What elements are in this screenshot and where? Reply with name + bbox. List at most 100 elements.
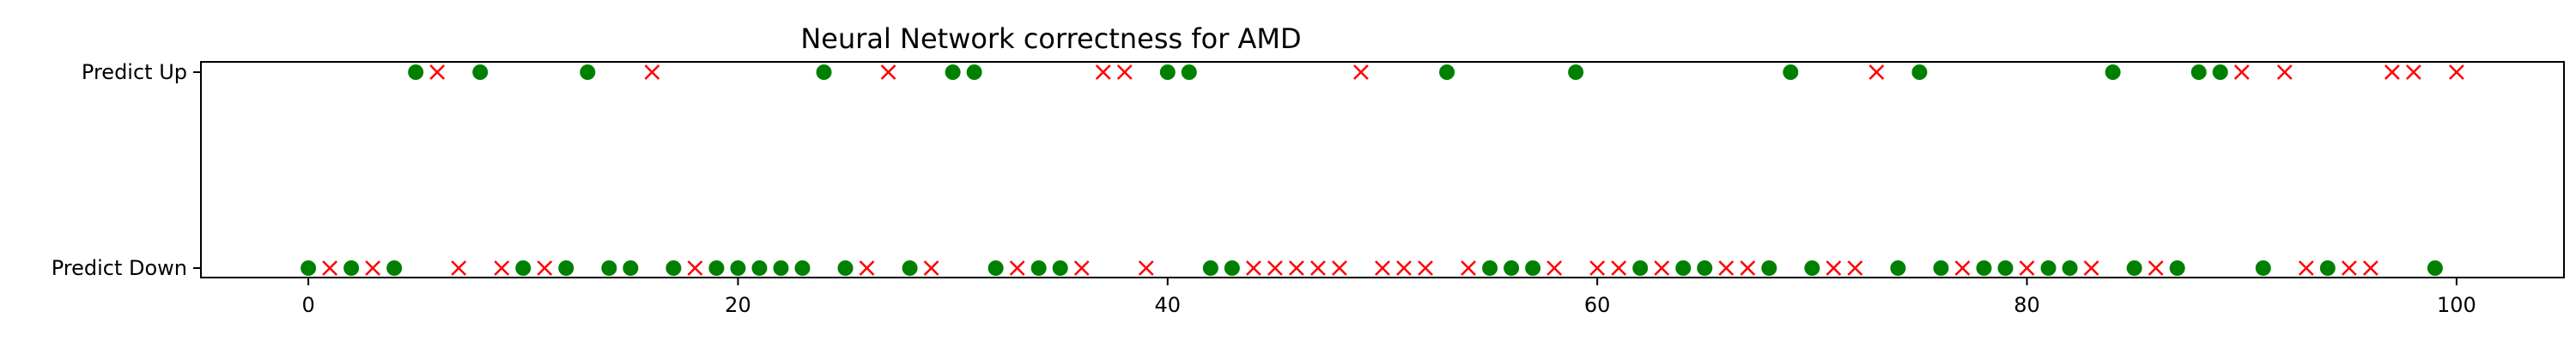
point-incorrect <box>2362 260 2379 276</box>
plot-frame <box>200 61 2565 278</box>
point-incorrect <box>2148 260 2164 276</box>
point-incorrect <box>1954 260 1971 276</box>
point-correct <box>2255 260 2271 276</box>
point-correct <box>902 260 918 276</box>
point-correct <box>2062 260 2078 276</box>
point-correct <box>966 64 982 80</box>
point-correct <box>301 260 317 276</box>
point-correct <box>343 260 360 276</box>
point-incorrect <box>1353 64 1369 80</box>
point-incorrect <box>1826 260 1842 276</box>
point-correct <box>2040 260 2057 276</box>
point-incorrect <box>365 260 381 276</box>
point-incorrect <box>537 260 553 276</box>
point-correct <box>1181 64 1197 80</box>
chart-title: Neural Network correctness for AMD <box>800 22 1301 55</box>
point-correct <box>515 260 532 276</box>
point-incorrect <box>322 260 337 276</box>
point-incorrect <box>644 64 660 80</box>
point-incorrect <box>2298 260 2314 276</box>
point-incorrect <box>1740 260 1756 276</box>
point-correct <box>1804 260 1820 276</box>
point-correct <box>2190 64 2207 80</box>
point-incorrect <box>1375 260 1390 276</box>
point-correct <box>580 64 596 80</box>
point-incorrect <box>1546 260 1563 276</box>
point-correct <box>816 64 832 80</box>
point-incorrect <box>2276 64 2293 80</box>
point-correct <box>1783 64 1799 80</box>
point-correct <box>1697 260 1713 276</box>
point-correct <box>2105 64 2121 80</box>
point-incorrect <box>451 260 467 276</box>
point-incorrect <box>880 64 896 80</box>
point-incorrect <box>1246 260 1261 276</box>
point-incorrect <box>2405 64 2421 80</box>
point-correct <box>794 260 811 276</box>
point-correct <box>773 260 789 276</box>
point-correct <box>1890 260 1906 276</box>
axes <box>200 61 2565 278</box>
point-correct <box>1439 64 1455 80</box>
point-correct <box>1976 260 1992 276</box>
point-incorrect <box>1418 260 1433 276</box>
point-incorrect <box>1868 64 1885 80</box>
point-correct <box>1482 260 1498 276</box>
point-incorrect <box>2083 260 2099 276</box>
point-incorrect <box>1611 260 1627 276</box>
point-correct <box>1202 260 1218 276</box>
point-correct <box>665 260 682 276</box>
point-correct <box>2319 260 2336 276</box>
point-incorrect <box>1009 260 1025 276</box>
point-correct <box>1504 260 1520 276</box>
point-incorrect <box>429 64 446 80</box>
point-correct <box>987 260 1004 276</box>
point-correct <box>1568 64 1584 80</box>
point-incorrect <box>1332 260 1347 276</box>
point-incorrect <box>1310 260 1326 276</box>
point-correct <box>945 64 961 80</box>
point-correct <box>2169 260 2185 276</box>
point-correct <box>1632 260 1649 276</box>
point-incorrect <box>1289 260 1304 276</box>
x-tick-label: 40 <box>1155 293 1182 317</box>
point-correct <box>751 260 768 276</box>
tick-layer: 0 20 40 60 80 100 Predict Down Predict Up <box>52 60 2476 317</box>
point-incorrect <box>1267 260 1283 276</box>
point-correct <box>1911 64 1928 80</box>
point-incorrect <box>1461 260 1476 276</box>
point-correct <box>1052 260 1068 276</box>
point-correct <box>2212 64 2228 80</box>
point-incorrect <box>494 260 510 276</box>
y-tick-label: Predict Down <box>52 256 187 280</box>
x-tick-label: 0 <box>301 293 314 317</box>
point-correct <box>1675 260 1692 276</box>
points-layer <box>301 64 2464 276</box>
point-incorrect <box>859 260 875 276</box>
x-tick-label: 80 <box>2014 293 2040 317</box>
x-tick-label: 20 <box>725 293 751 317</box>
point-incorrect <box>1396 260 1412 276</box>
point-incorrect <box>1589 260 1606 276</box>
point-correct <box>837 260 854 276</box>
point-correct <box>1933 260 1949 276</box>
point-incorrect <box>1138 260 1154 276</box>
point-incorrect <box>2384 64 2400 80</box>
point-incorrect <box>1073 260 1090 276</box>
point-correct <box>1159 64 1176 80</box>
point-correct <box>472 64 489 80</box>
point-incorrect <box>2341 260 2357 276</box>
point-correct <box>2126 260 2142 276</box>
point-incorrect <box>687 260 703 276</box>
point-incorrect <box>2233 64 2250 80</box>
point-incorrect <box>1095 64 1111 80</box>
y-tick-label: Predict Up <box>82 60 187 84</box>
point-correct <box>558 260 574 276</box>
x-tick-label: 60 <box>1584 293 1611 317</box>
point-correct <box>601 260 617 276</box>
point-incorrect <box>1116 64 1133 80</box>
point-incorrect <box>1718 260 1735 276</box>
point-correct <box>1525 260 1541 276</box>
